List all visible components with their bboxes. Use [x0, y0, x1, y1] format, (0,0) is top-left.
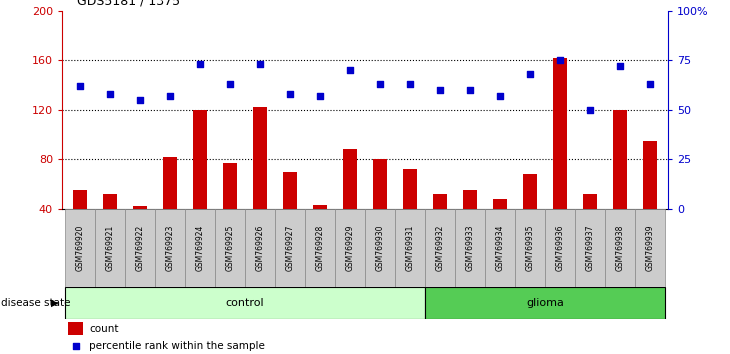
Text: ▶: ▶ [51, 298, 58, 308]
Bar [455, 209, 485, 287]
Point [134, 97, 146, 103]
Bar [275, 209, 305, 287]
Point [104, 91, 116, 97]
Point [494, 93, 506, 99]
Bar [313, 205, 327, 209]
Bar [395, 209, 425, 287]
Bar [155, 209, 185, 287]
Point [554, 57, 566, 63]
Bar [164, 157, 177, 209]
Bar [68, 322, 83, 335]
Text: GSM769938: GSM769938 [615, 224, 624, 271]
Bar [425, 287, 665, 319]
Bar [515, 209, 545, 287]
Text: GSM769927: GSM769927 [285, 224, 294, 271]
Bar [253, 107, 266, 209]
Text: GSM769928: GSM769928 [315, 225, 325, 271]
Text: GSM769939: GSM769939 [645, 224, 655, 271]
Point [254, 61, 266, 67]
Point [374, 81, 386, 87]
Bar [485, 209, 515, 287]
Text: GSM769922: GSM769922 [136, 225, 145, 271]
Text: GSM769932: GSM769932 [436, 224, 445, 271]
Point [164, 93, 176, 99]
Text: count: count [89, 324, 119, 333]
Text: GSM769923: GSM769923 [166, 224, 174, 271]
Bar [283, 172, 297, 209]
Text: GSM769931: GSM769931 [405, 224, 415, 271]
Bar [134, 206, 147, 209]
Bar [193, 110, 207, 209]
Text: GSM769921: GSM769921 [106, 225, 115, 271]
Bar [215, 209, 245, 287]
Bar [335, 209, 365, 287]
Text: GSM769926: GSM769926 [255, 224, 264, 271]
Bar [464, 190, 477, 209]
Point [224, 81, 236, 87]
Text: GSM769930: GSM769930 [375, 224, 385, 271]
Text: GSM769935: GSM769935 [526, 224, 534, 271]
Bar [575, 209, 605, 287]
Bar [583, 194, 596, 209]
Point [404, 81, 416, 87]
Text: GSM769933: GSM769933 [466, 224, 474, 271]
Bar [73, 190, 87, 209]
Bar [545, 209, 575, 287]
Bar [613, 110, 627, 209]
Point [194, 61, 206, 67]
Text: GSM769920: GSM769920 [75, 224, 85, 271]
Bar [245, 209, 275, 287]
Bar [343, 149, 357, 209]
Bar [125, 209, 155, 287]
Bar [493, 199, 507, 209]
Point [584, 107, 596, 113]
Point [284, 91, 296, 97]
Bar [523, 174, 537, 209]
Bar [643, 141, 657, 209]
Bar [65, 287, 425, 319]
Text: GSM769924: GSM769924 [196, 224, 204, 271]
Bar [185, 209, 215, 287]
Text: GDS5181 / 1375: GDS5181 / 1375 [77, 0, 180, 7]
Point [314, 93, 326, 99]
Bar [635, 209, 665, 287]
Bar [95, 209, 125, 287]
Bar [103, 194, 117, 209]
Bar [223, 163, 237, 209]
Bar [553, 58, 566, 209]
Text: glioma: glioma [526, 298, 564, 308]
Point [344, 67, 356, 73]
Bar [373, 159, 387, 209]
Point [434, 87, 446, 93]
Text: disease state: disease state [1, 298, 70, 308]
Point [70, 343, 82, 349]
Point [614, 63, 626, 69]
Bar [433, 194, 447, 209]
Text: control: control [226, 298, 264, 308]
Point [524, 71, 536, 77]
Text: GSM769937: GSM769937 [585, 224, 594, 271]
Text: GSM769925: GSM769925 [226, 224, 234, 271]
Bar [605, 209, 635, 287]
Bar [403, 169, 417, 209]
Bar [425, 209, 455, 287]
Point [644, 81, 656, 87]
Text: GSM769929: GSM769929 [345, 224, 355, 271]
Text: percentile rank within the sample: percentile rank within the sample [89, 341, 265, 351]
Text: GSM769934: GSM769934 [496, 224, 504, 271]
Bar [305, 209, 335, 287]
Point [464, 87, 476, 93]
Text: GSM769936: GSM769936 [556, 224, 564, 271]
Point [74, 83, 86, 89]
Bar [365, 209, 395, 287]
Bar [65, 209, 95, 287]
